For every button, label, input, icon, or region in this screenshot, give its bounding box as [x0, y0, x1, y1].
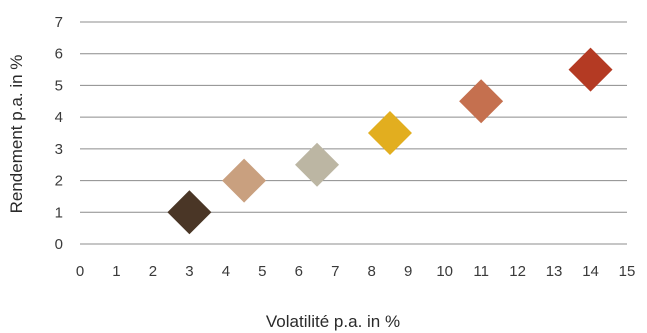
x-tick-label: 4	[222, 263, 230, 280]
x-tick-label: 3	[185, 263, 193, 280]
x-tick-label: 13	[546, 263, 563, 280]
y-tick-label: 7	[55, 14, 63, 31]
x-tick-label: 8	[368, 263, 376, 280]
x-tick-label: 14	[582, 263, 599, 280]
y-tick-labels: 0 1 2 3 4 5 6 7	[55, 14, 63, 253]
y-axis-title: Rendement p.a. in %	[7, 55, 26, 214]
x-tick-label: 1	[112, 263, 120, 280]
x-tick-label: 6	[295, 263, 303, 280]
x-tick-label: 15	[619, 263, 636, 280]
data-points	[167, 47, 613, 235]
x-tick-label: 12	[509, 263, 526, 280]
x-tick-label: 5	[258, 263, 266, 280]
data-point-6	[568, 47, 613, 92]
x-tick-label: 11	[473, 263, 489, 280]
x-tick-label: 9	[404, 263, 412, 280]
y-tick-label: 0	[55, 236, 63, 253]
data-point-1	[167, 190, 212, 235]
y-tick-label: 4	[55, 109, 63, 126]
x-tick-label: 0	[76, 263, 84, 280]
x-tick-labels: 0 1 2 3 4 5 6 7 8 9 10 11 12 13 14 15	[76, 263, 636, 280]
data-point-2	[222, 158, 267, 203]
x-tick-label: 2	[149, 263, 157, 280]
data-point-4	[367, 111, 412, 155]
y-tick-label: 3	[55, 141, 63, 158]
data-point-3	[295, 142, 340, 187]
y-tick-label: 5	[55, 77, 63, 94]
y-tick-label: 2	[55, 173, 63, 190]
y-tick-label: 6	[55, 46, 63, 63]
x-axis-title: Volatilité p.a. in %	[266, 312, 400, 331]
x-tick-label: 7	[331, 263, 339, 280]
y-tick-label: 1	[55, 204, 63, 221]
x-tick-label: 10	[436, 263, 453, 280]
grid-lines	[80, 21, 627, 245]
data-point-5	[459, 79, 504, 124]
